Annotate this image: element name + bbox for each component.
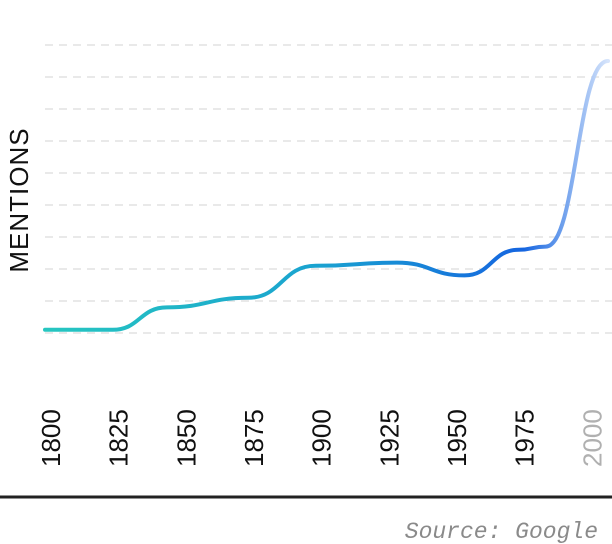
x-tick-label: 1900 [307,409,337,467]
series-line [43,59,610,332]
x-tick-label: 1825 [104,409,134,467]
y-axis-label: MENTIONS [4,127,34,272]
x-tick-label: 1875 [239,409,269,467]
x-tick-label: 1975 [510,409,540,467]
x-tick-label: 1950 [442,409,472,467]
x-tick-labels: 1800 1825 1850 1875 1900 1925 1950 1975 2000 [36,409,607,467]
x-tick-label: 2000 [577,409,607,467]
source-note: Source: Google [405,519,598,544]
x-tick-label: 1850 [171,409,201,467]
x-tick-label: 1925 [374,409,404,467]
x-tick-label: 1800 [36,409,66,467]
gridlines [45,44,612,334]
